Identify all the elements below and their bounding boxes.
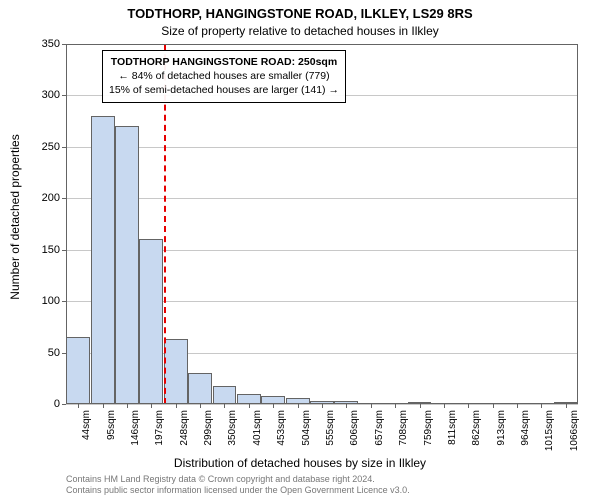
x-tick-mark [176,404,177,408]
x-tick-label: 504sqm [301,410,312,460]
y-tick-label: 0 [10,398,60,410]
y-tick-mark [62,95,66,96]
x-tick-label: 657sqm [374,410,385,460]
x-tick-mark [273,404,274,408]
x-tick-label: 401sqm [252,410,263,460]
x-axis-label: Distribution of detached houses by size … [0,456,600,470]
y-tick-mark [62,353,66,354]
y-tick-label: 100 [10,295,60,307]
chart-container: TODTHORP, HANGINGSTONE ROAD, ILKLEY, LS2… [0,0,600,500]
y-tick-mark [62,404,66,405]
annotation-line3: 15% of semi-detached houses are larger (… [109,83,339,97]
x-tick-mark [371,404,372,408]
x-tick-mark [541,404,542,408]
annotation-line2: ← 84% of detached houses are smaller (77… [109,69,339,83]
x-tick-label: 146sqm [130,410,141,460]
x-tick-label: 299sqm [203,410,214,460]
x-tick-mark [249,404,250,408]
x-tick-label: 453sqm [276,410,287,460]
x-tick-label: 759sqm [423,410,434,460]
footer-line2: Contains public sector information licen… [66,485,410,496]
y-tick-label: 50 [10,347,60,359]
chart-subtitle: Size of property relative to detached ho… [0,24,600,38]
y-tick-label: 150 [10,244,60,256]
y-tick-label: 350 [10,38,60,50]
footer-line1: Contains HM Land Registry data © Crown c… [66,474,410,485]
x-tick-label: 708sqm [398,410,409,460]
x-tick-mark [420,404,421,408]
x-tick-label: 1015sqm [544,410,555,460]
annotation-box: TODTHORP HANGINGSTONE ROAD: 250sqm ← 84%… [102,50,346,103]
y-tick-label: 300 [10,89,60,101]
x-tick-mark [346,404,347,408]
x-tick-label: 964sqm [520,410,531,460]
x-tick-label: 248sqm [179,410,190,460]
y-tick-mark [62,44,66,45]
plot-area: TODTHORP HANGINGSTONE ROAD: 250sqm ← 84%… [66,44,578,404]
x-tick-mark [395,404,396,408]
x-tick-label: 862sqm [471,410,482,460]
x-tick-mark [127,404,128,408]
footer-attribution: Contains HM Land Registry data © Crown c… [66,474,410,497]
x-tick-mark [517,404,518,408]
x-tick-label: 811sqm [447,410,458,460]
x-tick-mark [224,404,225,408]
x-tick-label: 350sqm [227,410,238,460]
y-tick-label: 250 [10,141,60,153]
x-tick-mark [566,404,567,408]
x-tick-mark [200,404,201,408]
y-tick-mark [62,250,66,251]
x-tick-mark [151,404,152,408]
x-tick-mark [493,404,494,408]
x-tick-label: 606sqm [349,410,360,460]
chart-title: TODTHORP, HANGINGSTONE ROAD, ILKLEY, LS2… [0,6,600,21]
x-tick-label: 1066sqm [569,410,580,460]
x-tick-label: 95sqm [106,410,117,460]
y-tick-mark [62,198,66,199]
x-tick-mark [444,404,445,408]
y-tick-mark [62,147,66,148]
x-tick-label: 555sqm [325,410,336,460]
x-tick-mark [322,404,323,408]
x-tick-mark [103,404,104,408]
x-tick-label: 197sqm [154,410,165,460]
x-tick-label: 44sqm [81,410,92,460]
x-tick-mark [468,404,469,408]
x-tick-mark [78,404,79,408]
y-tick-label: 200 [10,192,60,204]
y-tick-mark [62,301,66,302]
x-tick-mark [298,404,299,408]
x-tick-label: 913sqm [496,410,507,460]
annotation-line1: TODTHORP HANGINGSTONE ROAD: 250sqm [109,55,339,69]
